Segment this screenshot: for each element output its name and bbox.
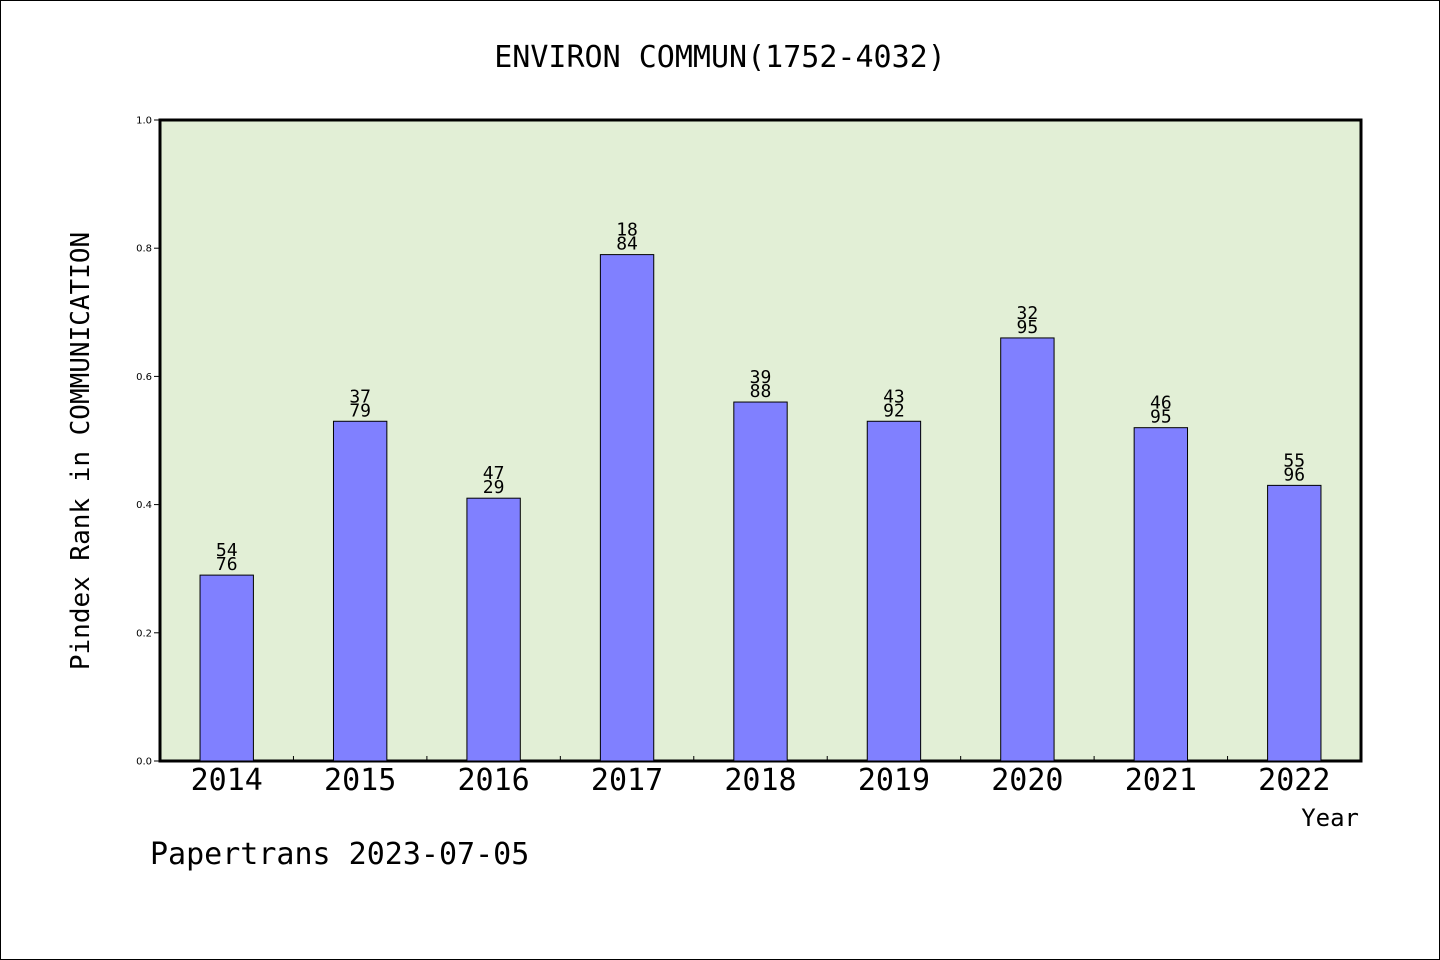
y-tick-label: 1.0: [136, 116, 152, 127]
x-category-label: 2017: [591, 763, 663, 798]
bar: [1267, 484, 1322, 762]
bar-label-bottom: 95: [1150, 407, 1172, 428]
bar-label-bottom: 92: [883, 400, 905, 421]
x-category-label: 2019: [858, 763, 930, 798]
x-axis-label: Year: [1301, 804, 1359, 832]
x-category-label: 2014: [191, 763, 263, 798]
bar-label-bottom: 96: [1283, 464, 1305, 485]
bar: [1133, 427, 1189, 762]
bar: [332, 420, 388, 762]
footer-watermark: Papertrans 2023-07-05: [150, 837, 529, 872]
bar-label-bottom: 88: [750, 381, 772, 402]
bar-label-top: 46: [1150, 393, 1172, 414]
bar-label-bottom: 84: [616, 234, 638, 255]
bar-label-bottom: 29: [483, 477, 505, 498]
y-tick-label: 0.8: [136, 244, 152, 255]
bars: [199, 254, 1322, 762]
x-axis-categories: 2014 2015 2016 2017 2018 2019 2020 2021 2022: [191, 763, 1331, 798]
bar-label-top: 32: [1017, 303, 1039, 324]
bar-label-top: 47: [483, 463, 505, 484]
chart-title: ENVIRON COMMUN(1752-4032): [494, 40, 946, 75]
y-tick-label: 0.2: [136, 628, 152, 639]
y-tick-label: 0.0: [136, 757, 152, 768]
x-category-label: 2016: [457, 763, 529, 798]
bar: [599, 254, 655, 762]
bar-label-top: 18: [616, 220, 638, 241]
bar: [1000, 337, 1055, 762]
bar-label-bottom: 95: [1017, 317, 1039, 338]
bar-label-top: 39: [750, 367, 772, 388]
bar: [466, 497, 521, 762]
y-tick-label: 0.6: [136, 372, 152, 383]
y-axis-ticks: 0.0 0.2 0.4 0.6 0.8 1.0: [136, 116, 160, 768]
bar: [733, 401, 788, 762]
y-tick-label: 0.4: [136, 500, 152, 511]
bar: [199, 574, 254, 762]
bar-label-top: 55: [1283, 450, 1305, 471]
bar-label-top: 37: [349, 386, 371, 407]
bar-label-bottom: 79: [349, 400, 371, 421]
x-category-label: 2015: [324, 763, 396, 798]
bar-label-top: 43: [883, 386, 905, 407]
x-category-label: 2022: [1258, 763, 1330, 798]
x-category-label: 2020: [991, 763, 1063, 798]
y-axis-label: Pindex Rank in COMMUNICATION: [66, 232, 96, 670]
x-category-label: 2018: [724, 763, 796, 798]
x-axis-ticks: [292, 756, 1229, 761]
x-category-label: 2021: [1125, 763, 1197, 798]
bar-label-top: 54: [216, 540, 238, 561]
bar-label-bottom: 76: [216, 554, 238, 575]
bar: [866, 420, 922, 762]
